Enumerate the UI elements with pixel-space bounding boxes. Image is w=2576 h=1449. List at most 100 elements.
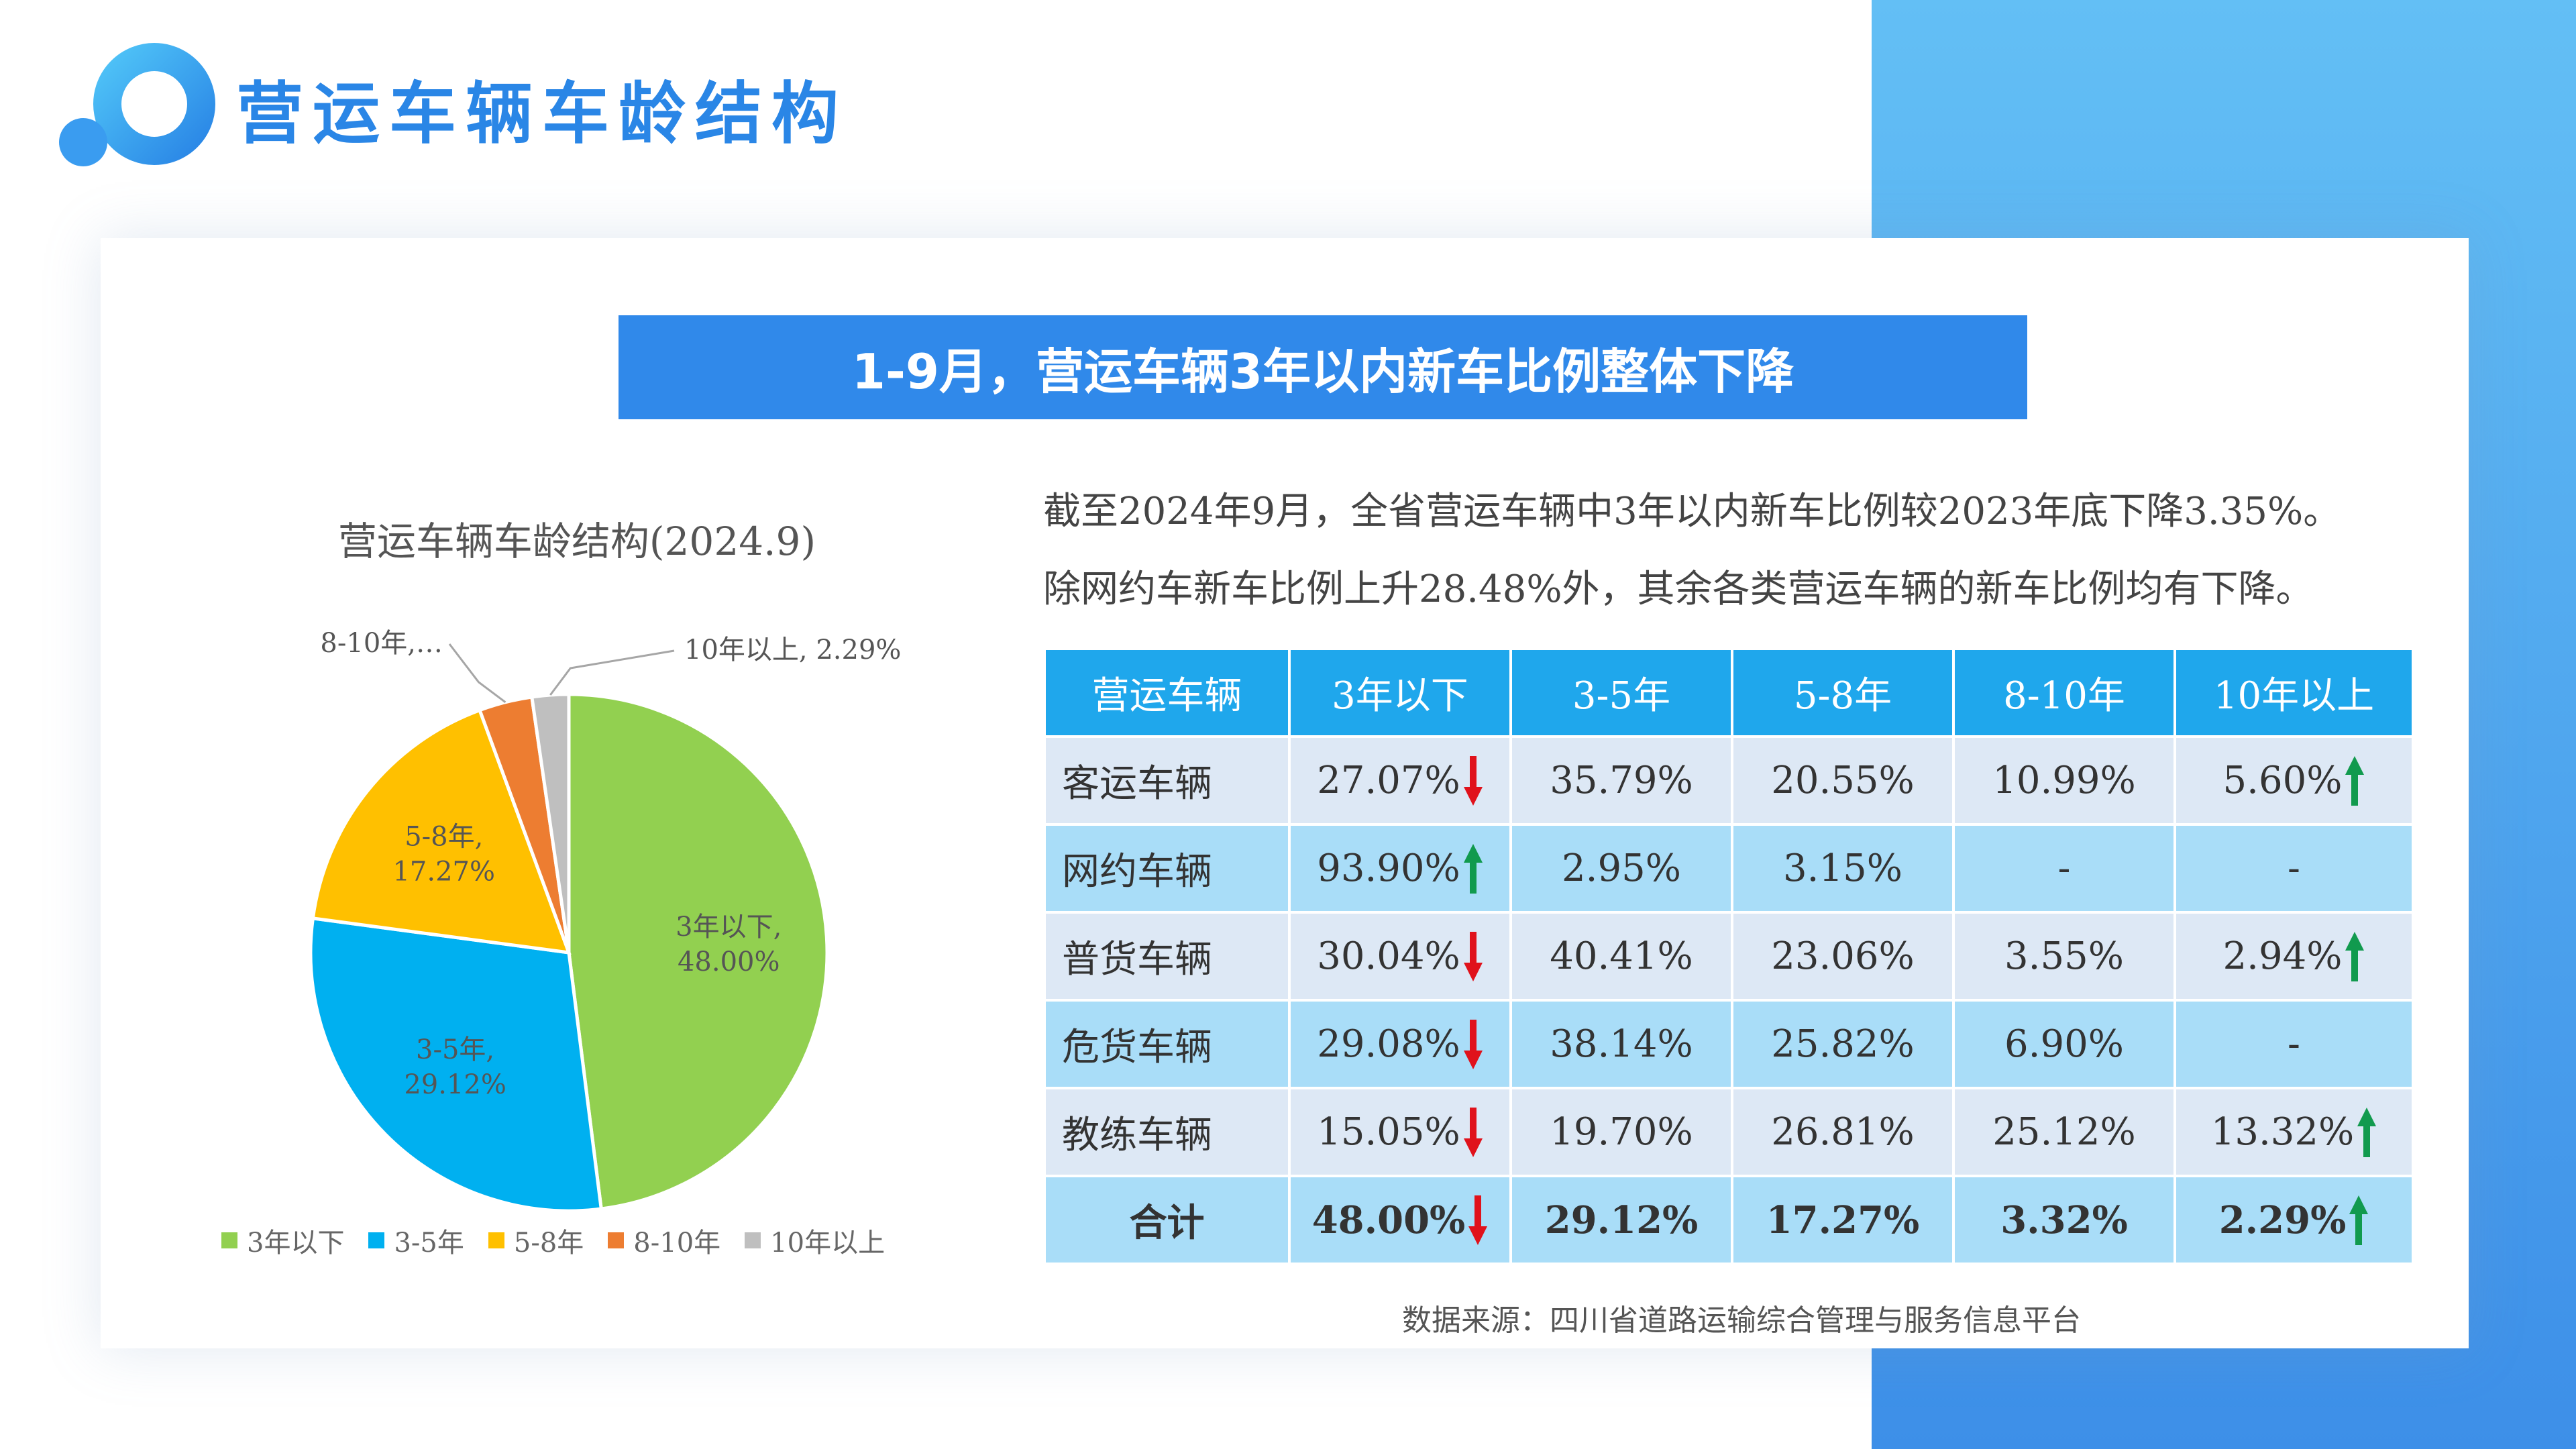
legend-item-0: 3年以下 <box>221 1221 344 1260</box>
table-cell: - <box>1952 823 2176 914</box>
arrow-down-icon <box>1468 1195 1488 1245</box>
table-cell: 29.08% <box>1288 999 1512 1089</box>
pie-label-value-2: 17.27% <box>392 857 495 888</box>
legend-label: 5-8年 <box>513 1228 584 1258</box>
description-line-2: 除网约车新车比例上升28.48%外，其余各类营运车辆的新车比例均有下降。 <box>1043 568 2314 611</box>
legend-swatch <box>368 1232 385 1248</box>
cell-value: 25.82% <box>1771 1022 1915 1066</box>
table-row: 客运车辆 27.07% 35.79% 20.55% 10.99% 5.60% <box>1043 735 2414 826</box>
arrow-up-icon <box>2345 931 2365 981</box>
legend-label: 3-5年 <box>394 1228 464 1258</box>
table-cell: 10.99% <box>1952 735 2176 826</box>
cell-value: 48.00% <box>1311 1197 1466 1242</box>
row-name-cell: 合计 <box>1043 1175 1291 1265</box>
pie-label-value-0: 48.00% <box>678 947 780 977</box>
age-structure-table: 营运车辆 3年以下 3-5年 5-8年 8-10年 10年以上 客运车辆 27.07% 35.… <box>1043 647 2414 1265</box>
cell-value: 3.15% <box>1783 847 1902 890</box>
legend-swatch <box>488 1232 504 1248</box>
cell-value: 3.32% <box>2000 1197 2128 1242</box>
legend-item-3: 8-10年 <box>608 1221 720 1260</box>
table-row: 网约车辆 93.90% 2.95% 3.15% - - <box>1043 823 2414 914</box>
cell-value: - <box>2057 847 2071 890</box>
legend-swatch <box>745 1232 761 1248</box>
page-title: 营运车辆车龄结构 <box>236 74 848 153</box>
pie-leader-line-3 <box>448 643 506 703</box>
table-cell: 23.06% <box>1731 911 1955 1002</box>
cell-value: 29.12% <box>1544 1197 1699 1242</box>
pie-chart: 3年以下, 48.00% 3-5年, 29.12% 5-8年, 17.27% 8-10年,…… <box>309 628 901 1213</box>
cell-value: 38.14% <box>1550 1022 1693 1066</box>
table-cell: 29.12% <box>1509 1175 1733 1265</box>
table-cell: 2.94% <box>2174 911 2414 1002</box>
cell-value: 19.70% <box>1550 1110 1693 1154</box>
chart-title: 营运车辆车龄结构(2024.9) <box>337 519 816 564</box>
legend-item-4: 10年以上 <box>745 1221 885 1260</box>
cell-value: 35.79% <box>1550 759 1693 802</box>
cell-value: 2.94% <box>2222 934 2343 978</box>
arrow-down-icon <box>1463 1019 1483 1069</box>
cell-value: 40.41% <box>1550 934 1693 978</box>
headline-text: 1-9月，营运车辆3年以内新车比例整体下降 <box>851 343 1794 400</box>
legend-label: 8-10年 <box>633 1228 721 1258</box>
pie-label-4: 10年以上, 2.29% <box>684 635 901 665</box>
table-cell: 17.27% <box>1731 1175 1955 1265</box>
table-cell: 38.14% <box>1509 999 1733 1089</box>
cell-value: 6.90% <box>2004 1022 2124 1066</box>
arrow-down-icon <box>1463 755 1483 806</box>
table-cell: 40.41% <box>1509 911 1733 1002</box>
table-cell: - <box>2174 999 2414 1089</box>
cell-value: 93.90% <box>1317 847 1460 890</box>
pie-slice-0 <box>567 692 829 1211</box>
pie-label-category-0: 3年以下, <box>676 912 782 943</box>
table-cell: 6.90% <box>1952 999 2176 1089</box>
cell-value: 17.27% <box>1766 1197 1920 1242</box>
table-cell: 25.82% <box>1731 999 1955 1089</box>
table-cell: 25.12% <box>1952 1087 2176 1177</box>
arrow-up-icon <box>1463 843 1483 894</box>
table-header-cell-1: 3年以下 <box>1288 647 1512 738</box>
cell-value: - <box>2288 1022 2300 1066</box>
table-header-cell-3: 5-8年 <box>1731 647 1955 738</box>
cell-value: 26.81% <box>1771 1110 1915 1154</box>
data-source: 数据来源：四川省道路运输综合管理与服务信息平台 <box>1402 1303 2081 1338</box>
arrow-down-icon <box>1463 931 1483 981</box>
cell-value: 15.05% <box>1317 1110 1460 1154</box>
description: 截至2024年9月，全省营运车辆中3年以内新车比例较2023年底下降3.35%。… <box>1043 473 2341 629</box>
cell-value: 2.29% <box>2218 1197 2347 1242</box>
pie-label-3: 8-10年,… <box>320 628 443 659</box>
row-name-cell: 网约车辆 <box>1043 823 1291 914</box>
cell-value: 27.07% <box>1317 759 1460 802</box>
table-cell: 2.95% <box>1509 823 1733 914</box>
arrow-up-icon <box>2357 1107 2377 1157</box>
pie-leader-line-4 <box>549 649 675 696</box>
legend-item-2: 5-8年 <box>488 1221 584 1260</box>
table-cell: 13.32% <box>2174 1087 2414 1177</box>
chart-legend: 3年以下 3-5年 5-8年 8-10年 10年以上 <box>221 1221 885 1260</box>
headline-banner: 1-9月，营运车辆3年以内新车比例整体下降 <box>619 315 2027 419</box>
table-row: 教练车辆 15.05% 19.70% 26.81% 25.12% 13.32% <box>1043 1087 2414 1177</box>
table-total-row: 合计 48.00% 29.12% 17.27% 3.32% 2.29% <box>1043 1175 2414 1265</box>
table-cell: 3.32% <box>1952 1175 2176 1265</box>
cell-value: 29.08% <box>1317 1022 1460 1066</box>
row-name-cell: 普货车辆 <box>1043 911 1291 1002</box>
pie-label-category-2: 5-8年, <box>405 822 483 853</box>
table-cell: 3.15% <box>1731 823 1955 914</box>
table-cell: 35.79% <box>1509 735 1733 826</box>
table-cell: 48.00% <box>1288 1175 1512 1265</box>
row-name-cell: 教练车辆 <box>1043 1087 1291 1177</box>
table-row: 危货车辆 29.08% 38.14% 25.82% 6.90% - <box>1043 999 2414 1089</box>
table-cell: 27.07% <box>1288 735 1512 826</box>
table-cell: 3.55% <box>1952 911 2176 1002</box>
cell-value: 2.95% <box>1562 847 1681 890</box>
arrow-up-icon <box>2349 1195 2369 1245</box>
table-header-cell-4: 8-10年 <box>1952 647 2176 738</box>
description-line-1: 截至2024年9月，全省营运车辆中3年以内新车比例较2023年底下降3.35%。 <box>1043 490 2341 533</box>
table-header-cell-2: 3-5年 <box>1509 647 1733 738</box>
table-cell: 15.05% <box>1288 1087 1512 1177</box>
pie-slice-2 <box>311 708 572 955</box>
cell-value: 23.06% <box>1771 934 1915 978</box>
cell-value: 10.99% <box>1992 759 2136 802</box>
cell-value: 20.55% <box>1771 759 1915 802</box>
cell-value: 5.60% <box>2222 759 2343 802</box>
cell-value: 25.12% <box>1992 1110 2136 1154</box>
